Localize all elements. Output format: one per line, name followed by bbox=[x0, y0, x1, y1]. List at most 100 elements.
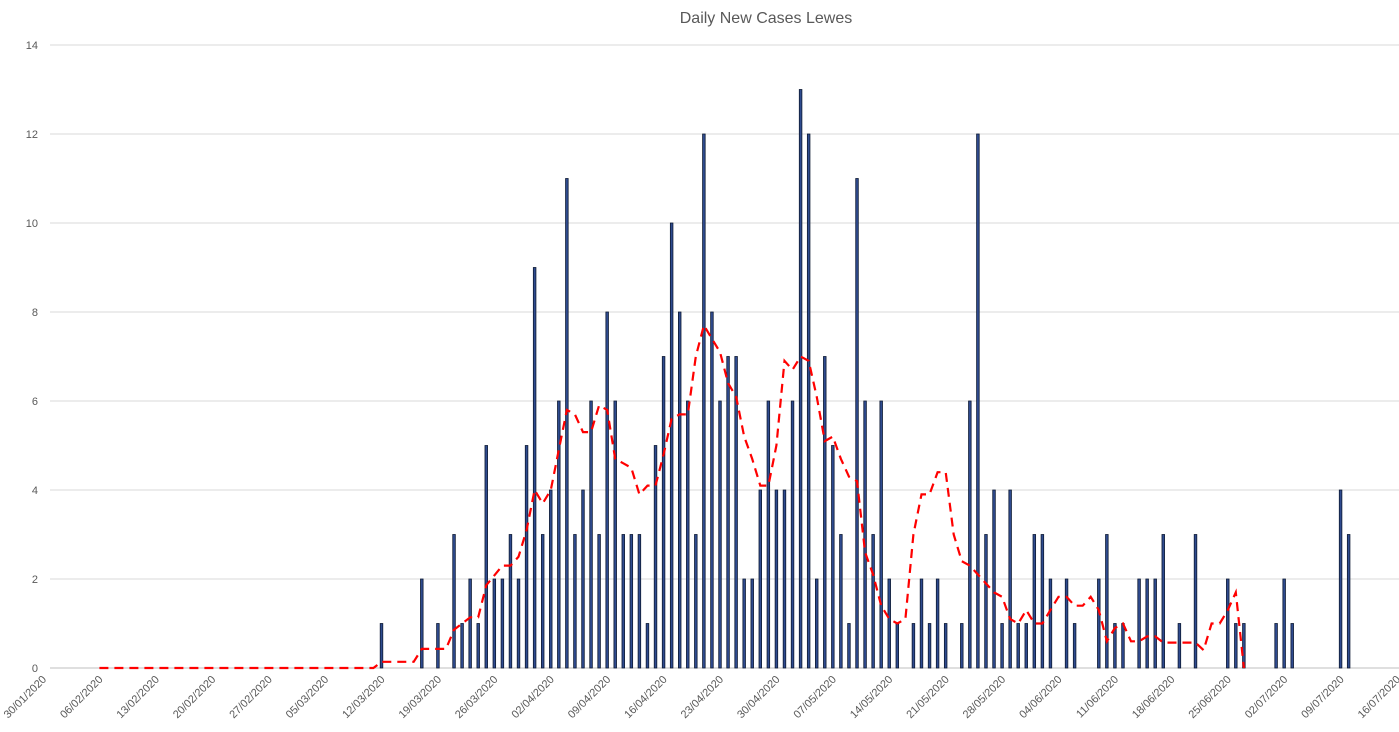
bar bbox=[621, 534, 625, 669]
bar bbox=[565, 178, 569, 669]
bar bbox=[460, 623, 464, 669]
bar bbox=[573, 534, 577, 669]
bar bbox=[871, 534, 875, 669]
bar bbox=[379, 623, 384, 669]
bar bbox=[1000, 623, 1004, 669]
bar bbox=[557, 400, 561, 669]
x-tick-label: 07/05/2020 bbox=[792, 674, 839, 721]
x-tick-label: 13/02/2020 bbox=[115, 674, 162, 721]
bar bbox=[589, 400, 593, 669]
bar bbox=[1234, 623, 1238, 669]
x-tick-label: 20/02/2020 bbox=[171, 674, 218, 721]
bar bbox=[863, 400, 867, 669]
bar bbox=[1064, 578, 1069, 669]
bar bbox=[726, 356, 730, 669]
x-tick-label: 14/05/2020 bbox=[848, 674, 895, 721]
bar bbox=[976, 133, 980, 669]
bar bbox=[734, 356, 738, 669]
x-tick-label: 06/02/2020 bbox=[58, 674, 105, 721]
bar bbox=[774, 489, 779, 669]
bar bbox=[968, 400, 972, 669]
bar bbox=[468, 578, 472, 669]
bar bbox=[436, 623, 440, 669]
bar-series bbox=[379, 89, 1351, 669]
bar bbox=[605, 311, 609, 669]
bar bbox=[984, 534, 988, 669]
bar bbox=[597, 534, 601, 669]
bar bbox=[742, 578, 746, 669]
chart-title: Daily New Cases Lewes bbox=[680, 10, 853, 27]
bar bbox=[1072, 623, 1077, 669]
bar bbox=[855, 178, 859, 669]
x-tick-label: 04/06/2020 bbox=[1017, 674, 1064, 721]
x-tick-label: 25/06/2020 bbox=[1186, 674, 1233, 721]
x-tick-label: 09/04/2020 bbox=[566, 674, 613, 721]
bar bbox=[686, 400, 690, 669]
bar bbox=[702, 133, 706, 669]
bar bbox=[758, 489, 762, 669]
bar bbox=[895, 623, 900, 669]
bar bbox=[1032, 534, 1037, 669]
bar bbox=[1016, 623, 1020, 669]
bar bbox=[549, 489, 553, 669]
x-tick-label: 09/07/2020 bbox=[1299, 674, 1346, 721]
x-tick-label: 28/05/2020 bbox=[961, 674, 1008, 721]
bar bbox=[661, 356, 666, 669]
x-tick-label: 05/03/2020 bbox=[284, 674, 331, 721]
bar bbox=[927, 623, 932, 669]
bar bbox=[1121, 623, 1125, 669]
moving-average-line bbox=[99, 322, 1245, 670]
bar bbox=[1024, 623, 1028, 669]
bar bbox=[1193, 534, 1198, 669]
bar bbox=[960, 623, 964, 669]
y-tick-label: 2 bbox=[32, 574, 38, 586]
bar bbox=[1008, 489, 1012, 669]
x-tick-label: 26/03/2020 bbox=[453, 674, 500, 721]
bar bbox=[943, 623, 948, 669]
x-tick-label: 30/01/2020 bbox=[2, 674, 49, 721]
bar bbox=[613, 400, 617, 669]
bar bbox=[1048, 578, 1053, 669]
bar bbox=[637, 534, 642, 669]
bar bbox=[476, 623, 480, 669]
y-tick-label: 8 bbox=[32, 307, 38, 319]
x-tick-label: 02/04/2020 bbox=[509, 674, 556, 721]
bar bbox=[694, 534, 698, 669]
y-axis-ticks: 0 2 4 6 8 10 12 14 bbox=[26, 40, 38, 675]
bar bbox=[645, 623, 650, 669]
y-tick-label: 14 bbox=[26, 40, 38, 52]
bar bbox=[1290, 623, 1294, 669]
bar bbox=[790, 400, 795, 669]
bar bbox=[653, 445, 658, 669]
bar bbox=[766, 400, 771, 669]
bar bbox=[823, 356, 827, 669]
bar bbox=[718, 400, 722, 669]
bar bbox=[935, 578, 940, 669]
x-tick-label: 02/07/2020 bbox=[1243, 674, 1290, 721]
x-tick-label: 27/02/2020 bbox=[227, 674, 274, 721]
x-tick-label: 16/04/2020 bbox=[622, 674, 669, 721]
x-tick-label: 30/04/2020 bbox=[735, 674, 782, 721]
bar bbox=[1282, 578, 1286, 669]
bar bbox=[1145, 578, 1149, 669]
x-tick-label: 18/06/2020 bbox=[1130, 674, 1177, 721]
y-tick-label: 6 bbox=[32, 396, 38, 408]
bar bbox=[500, 578, 505, 669]
bar bbox=[484, 445, 488, 669]
bar bbox=[678, 311, 682, 669]
x-tick-label: 16/07/2020 bbox=[1356, 674, 1399, 721]
bar bbox=[1338, 489, 1343, 669]
x-tick-label: 19/03/2020 bbox=[397, 674, 444, 721]
bar bbox=[1113, 623, 1117, 669]
bar bbox=[532, 267, 537, 669]
bar bbox=[911, 623, 916, 669]
bar bbox=[492, 578, 497, 669]
x-axis-ticks: 30/01/2020 06/02/2020 13/02/2020 20/02/2020… bbox=[2, 674, 1399, 721]
y-tick-label: 4 bbox=[32, 485, 38, 497]
bar bbox=[452, 534, 456, 669]
bar bbox=[540, 534, 545, 669]
bar bbox=[887, 578, 891, 669]
bar bbox=[847, 623, 851, 669]
gridlines bbox=[50, 44, 1399, 580]
